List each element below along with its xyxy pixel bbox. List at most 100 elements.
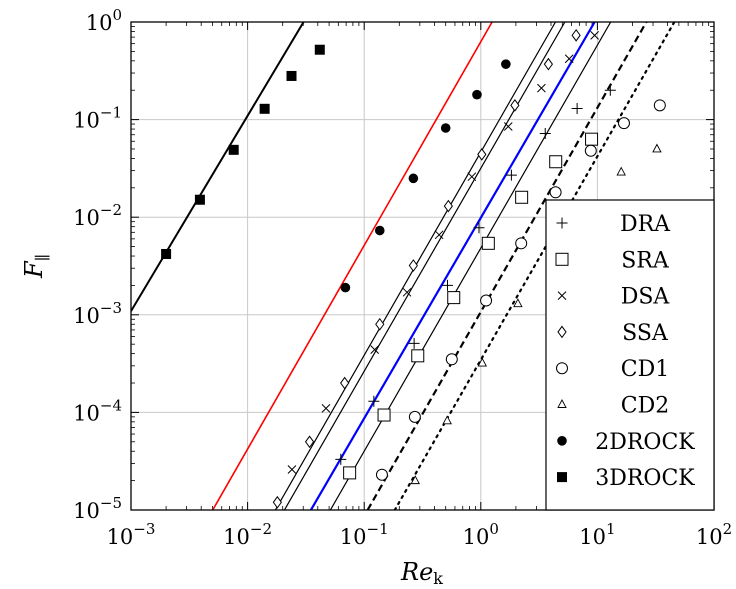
data-point-dsa: [434, 230, 444, 240]
x-tick-exponent: 2: [723, 520, 733, 538]
data-point-ssa: [510, 98, 520, 112]
x-tick-base: 10: [579, 525, 606, 549]
y-tick-exponent: −1: [100, 104, 122, 122]
legend-label-2drock: 2DROCK: [595, 430, 695, 455]
legend-entry-sra: SRA: [555, 248, 670, 273]
y-axis-label: F∥: [20, 254, 52, 279]
data-point-cd1: [445, 353, 458, 366]
data-point-ssa: [571, 28, 581, 42]
y-tick-base: 10: [73, 206, 100, 230]
data-point-dsa: [467, 172, 477, 182]
fit-line: [131, 22, 305, 312]
data-point-2drock: [340, 282, 351, 293]
x-tick-label: 10−1: [340, 520, 389, 549]
data-point-cd2: [652, 143, 662, 153]
y-tick-base: 10: [73, 401, 100, 425]
legend-label-dra: DRA: [620, 212, 671, 237]
data-point-sra: [481, 236, 495, 250]
legend-marker-cd1: [556, 362, 568, 375]
data-point-dra: [505, 169, 517, 181]
legend-label-dsa: DSA: [621, 285, 671, 310]
data-point-cd1: [584, 144, 597, 157]
fit-line: [329, 22, 612, 510]
data-point-2drock: [501, 59, 511, 69]
legend-marker-sra: [555, 252, 569, 266]
y-axis-label-main: F: [20, 260, 48, 279]
data-point-cd1: [408, 410, 421, 423]
data-point-dra: [335, 453, 347, 465]
y-tick-exponent: −4: [100, 396, 122, 414]
data-point-dra: [441, 279, 453, 291]
data-point-2drock: [440, 123, 451, 133]
data-point-2drock: [472, 89, 482, 100]
x-axis-label-main: Re: [400, 558, 433, 586]
data-point-3drock: [259, 103, 270, 114]
x-tick-exponent: −1: [367, 520, 389, 538]
legend-marker-dra: [556, 217, 568, 229]
data-point-sra: [549, 155, 563, 169]
data-point-sra: [515, 190, 529, 204]
x-tick-exponent: −2: [250, 520, 272, 538]
legend-marker-cd2: [557, 399, 567, 408]
data-point-cd2: [410, 475, 420, 485]
y-tick-label: 100: [86, 6, 122, 35]
y-tick-exponent: −5: [100, 494, 122, 512]
data-point-ssa: [272, 495, 282, 509]
data-point-cd1: [515, 237, 528, 250]
series-dra: [335, 84, 616, 465]
fit-line: [212, 22, 493, 510]
data-point-ssa: [408, 259, 418, 272]
data-point-dsa: [287, 465, 297, 474]
legend: DRA SRA DSA SSA CD1 CD2 2DROCK 3DROCK: [545, 199, 715, 511]
y-tick-base: 10: [73, 109, 100, 133]
data-point-dra: [604, 84, 616, 96]
y-axis-label-sub: ∥: [33, 254, 52, 261]
series-2drock: [340, 59, 511, 293]
legend-entry-dsa: DSA: [557, 285, 671, 310]
legend-entry-cd2: CD2: [557, 394, 669, 419]
legend-entry-2drock: 2DROCK: [557, 430, 695, 455]
legend-entry-ssa: SSA: [557, 321, 669, 346]
legend-entry-3drock: 3DROCK: [557, 466, 695, 491]
data-point-cd2: [477, 357, 488, 367]
data-point-sra: [447, 291, 461, 305]
x-tick-labels: 10−3 10−2 10−1 100 101 102: [107, 520, 733, 549]
data-point-sra: [343, 466, 357, 480]
data-point-ssa: [477, 148, 487, 161]
y-tick-exponent: 0: [112, 6, 122, 24]
data-point-dsa: [321, 404, 331, 413]
series-3drock: [161, 44, 325, 259]
data-point-cd1: [375, 468, 388, 481]
y-tick-label: 10−2: [73, 201, 122, 230]
series-dsa: [287, 30, 599, 474]
y-tick-exponent: −2: [100, 201, 122, 219]
y-tick-label: 10−1: [73, 104, 122, 133]
data-point-dra: [408, 337, 420, 349]
x-tick-base: 10: [463, 525, 490, 549]
legend-label-cd1: CD1: [621, 357, 669, 382]
data-point-cd1: [653, 99, 666, 112]
data-point-3drock: [194, 194, 205, 205]
data-point-dra: [571, 102, 583, 114]
data-point-sra: [411, 349, 425, 363]
data-point-2drock: [374, 225, 385, 236]
x-axis-label-sub: k: [433, 569, 443, 588]
data-point-cd1: [617, 117, 630, 130]
x-tick-label: 10−2: [223, 520, 272, 549]
x-tick-label: 10−3: [107, 520, 156, 549]
legend-label-3drock: 3DROCK: [595, 466, 695, 491]
x-tick-base: 10: [340, 525, 367, 549]
data-point-ssa: [340, 376, 350, 390]
series-cd1: [375, 99, 666, 481]
legend-label-ssa: SSA: [622, 321, 669, 346]
legend-label-sra: SRA: [621, 248, 670, 273]
legend-entry-dra: DRA: [556, 212, 671, 237]
y-tick-label: 10−5: [73, 494, 122, 523]
series-ssa: [272, 28, 581, 509]
y-tick-base: 10: [86, 11, 113, 35]
data-point-cd2: [513, 298, 523, 308]
data-point-ssa: [304, 435, 315, 449]
x-tick-base: 10: [696, 525, 723, 549]
data-point-cd1: [549, 186, 562, 199]
